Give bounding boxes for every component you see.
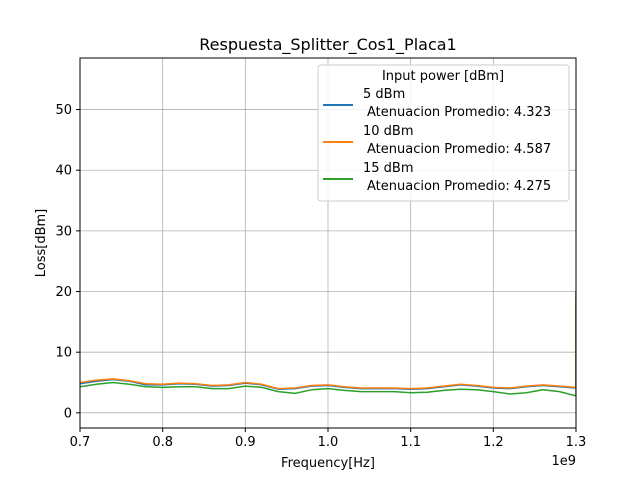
series-line-2	[80, 297, 576, 397]
x-axis-offset-label: 1e9	[551, 454, 576, 469]
legend-entry-detail: Atenuacion Promedio: 4.323	[367, 105, 551, 120]
legend: Input power [dBm] 5 dBm Atenuacion Promed…	[317, 64, 570, 202]
legend-box	[317, 64, 570, 202]
chart-title: Respuesta_Splitter_Cos1_Placa1	[199, 35, 456, 55]
legend-entry-name: 10 dBm	[363, 124, 414, 139]
x-axis: 0.7 0.8 0.9 1.0 1.1 1.2 1.3	[70, 428, 587, 450]
series-layer	[80, 291, 576, 397]
x-tick-label: 0.8	[152, 435, 173, 450]
x-tick-label: 0.7	[70, 435, 91, 450]
legend-entry-detail: Atenuacion Promedio: 4.587	[367, 142, 551, 157]
x-axis-label: Frequency[Hz]	[281, 456, 375, 471]
y-tick-label: 50	[55, 103, 72, 118]
plot-clip-group	[80, 291, 576, 397]
y-tick-label: 30	[55, 224, 72, 239]
y-tick-label: 0	[64, 406, 72, 421]
y-axis: 0 10 20 30 40 50	[55, 103, 80, 421]
x-tick-label: 1.2	[483, 435, 504, 450]
y-tick-label: 40	[55, 164, 72, 179]
y-tick-label: 10	[55, 346, 72, 361]
y-axis-label: Loss[dBm]	[34, 209, 49, 278]
y-tick-label: 20	[55, 285, 72, 300]
x-tick-label: 1.0	[318, 435, 339, 450]
x-tick-label: 0.9	[235, 435, 256, 450]
series-line-1	[80, 291, 576, 390]
legend-entry-name: 15 dBm	[363, 161, 414, 176]
gridlines	[79, 58, 577, 428]
legend-entry-name: 5 dBm	[363, 87, 405, 102]
legend-title: Input power [dBm]	[382, 69, 504, 84]
legend-entry-detail: Atenuacion Promedio: 4.275	[367, 179, 551, 194]
x-tick-label: 1.1	[400, 435, 421, 450]
x-tick-label: 1.3	[566, 435, 587, 450]
